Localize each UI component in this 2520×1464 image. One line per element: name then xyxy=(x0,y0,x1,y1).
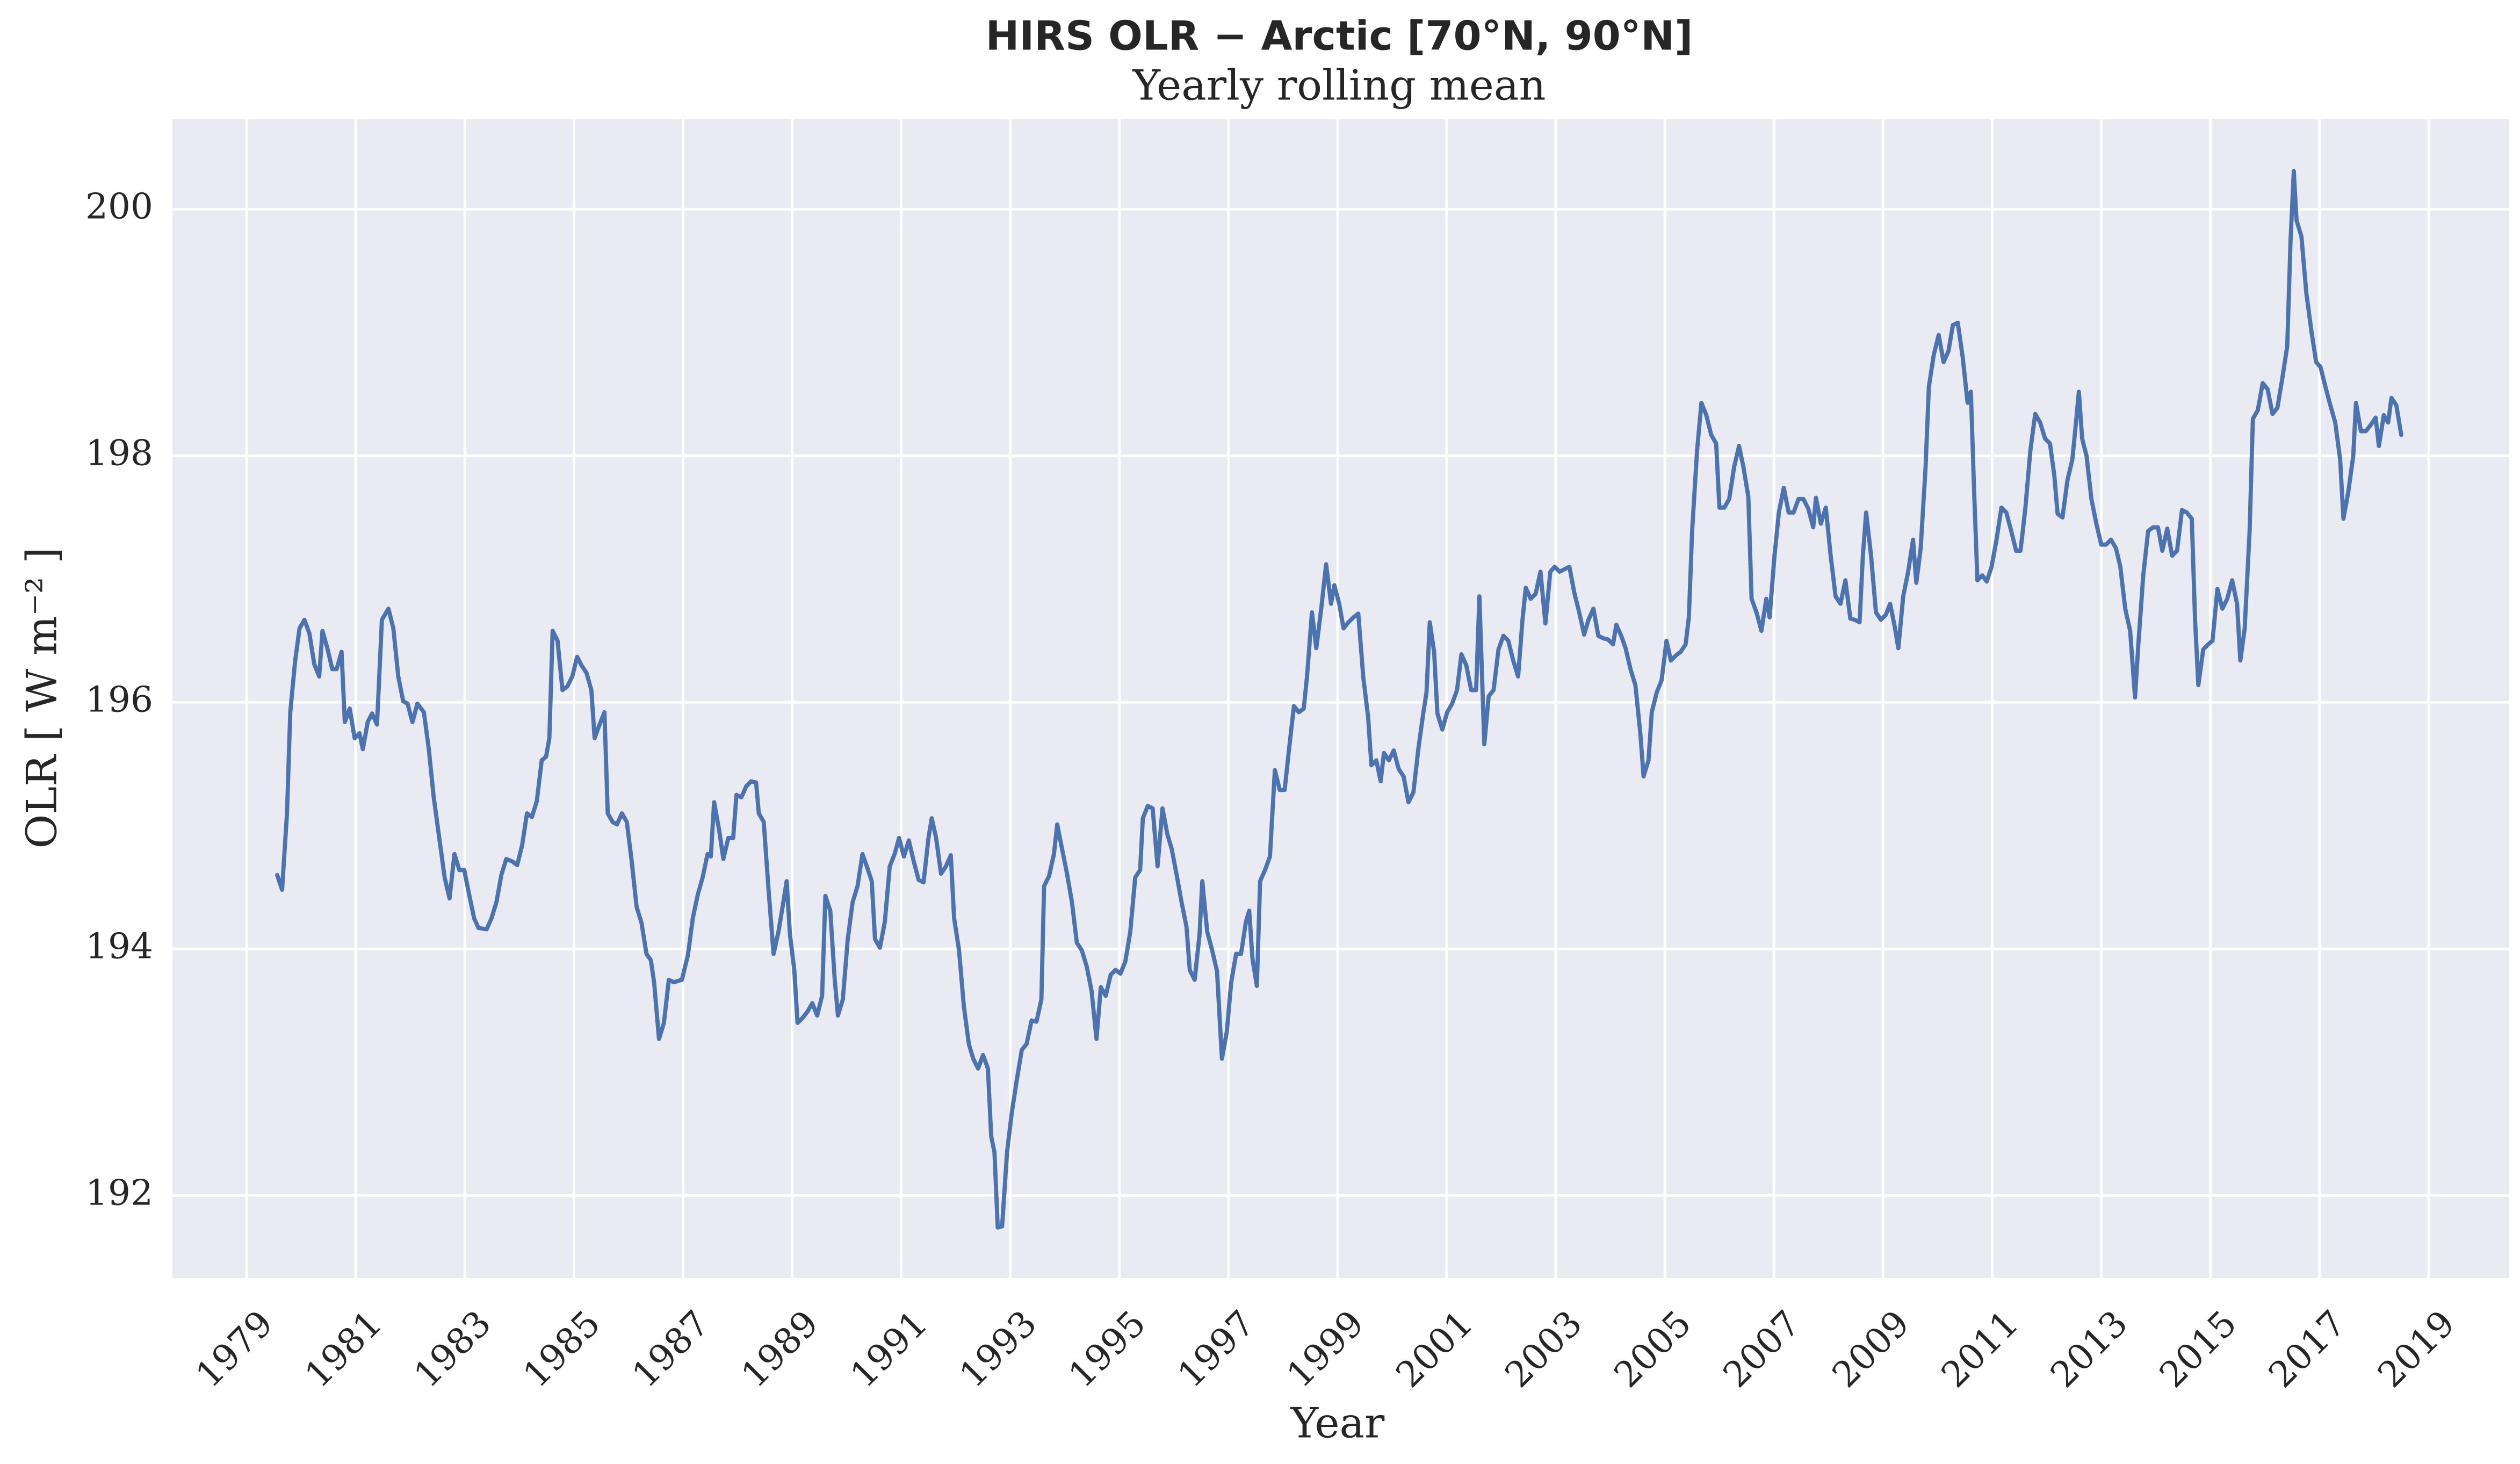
y-axis-label: OLR [ W m⁻² ] xyxy=(18,547,66,849)
plot-area xyxy=(172,119,2509,1279)
x-tick-label: 1993 xyxy=(951,1302,1044,1395)
y-tick-label: 192 xyxy=(85,1172,153,1213)
x-tick-label: 2017 xyxy=(2261,1302,2353,1395)
chart-subtitle: Yearly rolling mean xyxy=(1132,62,1546,110)
y-tick-label: 194 xyxy=(85,925,153,967)
x-tick-label: 2005 xyxy=(1606,1302,1699,1395)
x-tick-label: 1999 xyxy=(1279,1302,1372,1395)
y-tick-label: 196 xyxy=(85,679,153,720)
x-tick-label: 2001 xyxy=(1388,1302,1481,1395)
x-tick-label: 2011 xyxy=(1933,1302,2026,1395)
data-line xyxy=(275,169,2403,1230)
x-tick-label: 2019 xyxy=(2370,1302,2463,1395)
x-tick-label: 1987 xyxy=(624,1302,717,1395)
x-tick-label: 1997 xyxy=(1169,1302,1262,1395)
x-tick-label: 1983 xyxy=(406,1302,499,1395)
x-tick-label: 1979 xyxy=(188,1302,281,1395)
x-tick-label: 1991 xyxy=(842,1302,935,1395)
x-tick-label: 1989 xyxy=(733,1302,826,1395)
x-tick-label: 2009 xyxy=(1824,1302,1917,1395)
x-tick-label: 2015 xyxy=(2151,1302,2244,1395)
x-tick-label: 1995 xyxy=(1060,1302,1153,1395)
chart-title: HIRS OLR − Arctic [70°N, 90°N] xyxy=(986,12,1693,60)
x-tick-label: 2003 xyxy=(1497,1302,1590,1395)
grid xyxy=(172,119,2509,1279)
y-tick-label: 198 xyxy=(85,432,153,473)
marks xyxy=(275,169,2403,1230)
y-tick-label: 200 xyxy=(85,186,153,227)
x-axis-label: Year xyxy=(1290,1400,1385,1448)
x-tick-label: 1981 xyxy=(297,1302,390,1395)
x-tick-label: 2013 xyxy=(2042,1302,2135,1395)
x-tick-label: 1985 xyxy=(515,1302,608,1395)
x-tick-label: 2007 xyxy=(1715,1302,1808,1395)
